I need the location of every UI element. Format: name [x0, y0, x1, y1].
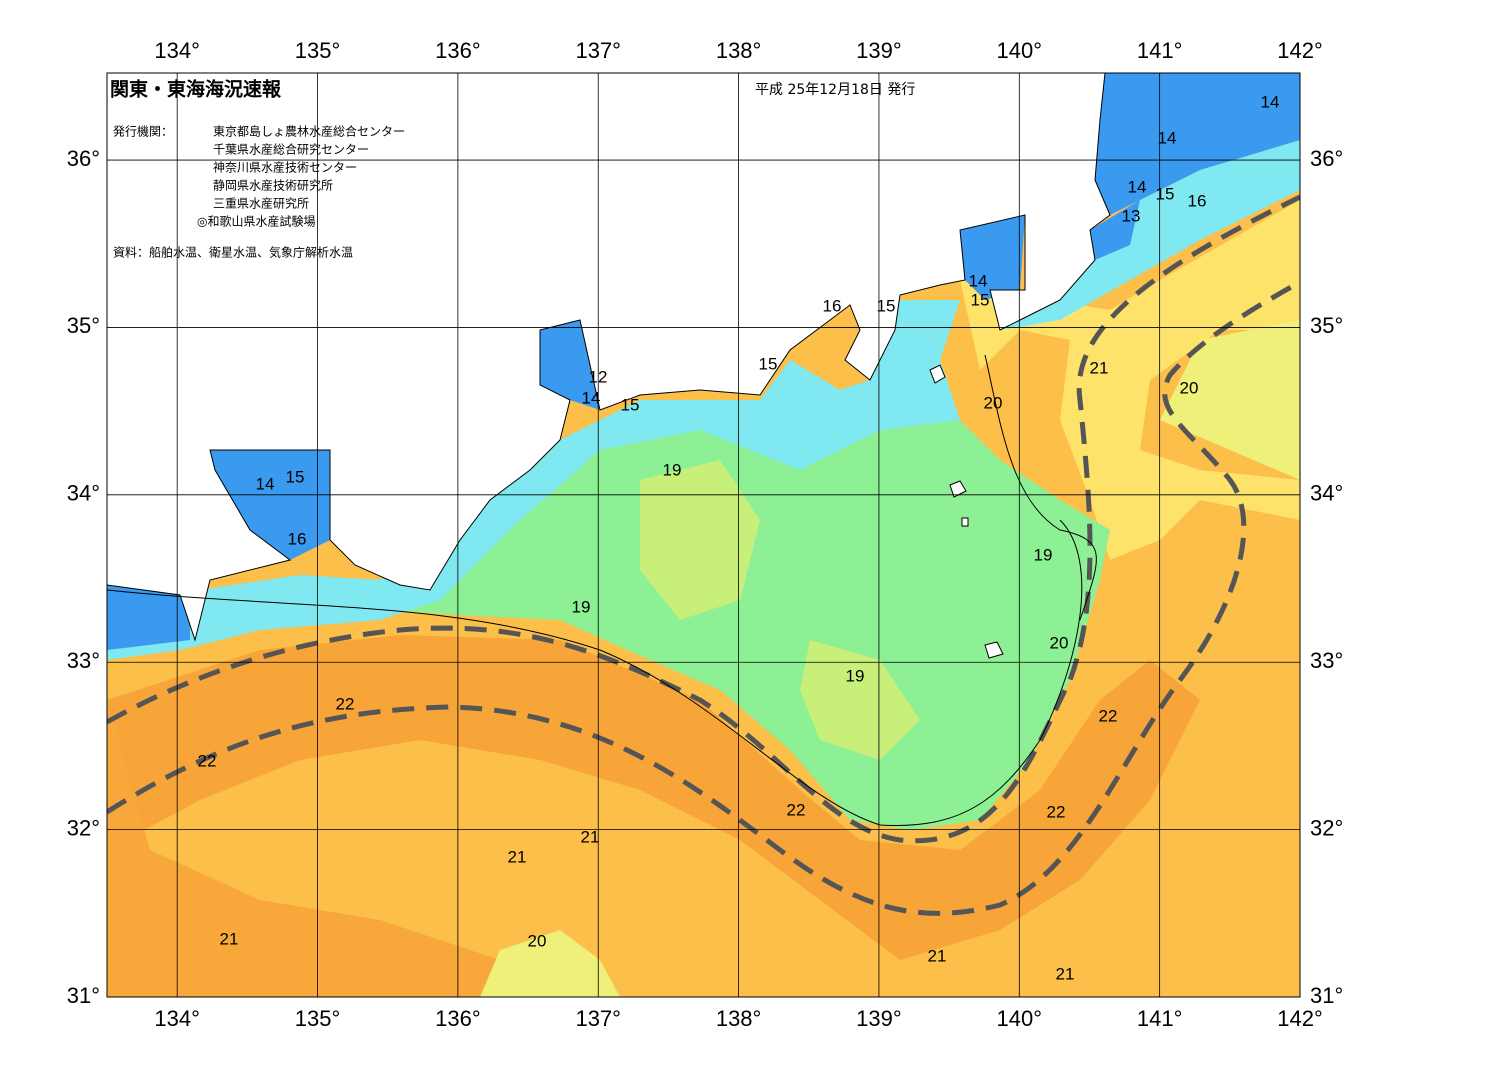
- contour-label: 20: [984, 393, 1003, 412]
- lon-label: 137°: [575, 1006, 621, 1031]
- map-area: [107, 73, 1300, 997]
- lon-label: 136°: [435, 1006, 481, 1031]
- lon-label: 135°: [295, 38, 341, 63]
- contour-label: 21: [220, 929, 239, 948]
- current-path: [107, 194, 1300, 916]
- lon-label: 142°: [1277, 1006, 1323, 1031]
- contour-label: 22: [1099, 706, 1118, 725]
- lat-label: 31°: [67, 983, 100, 1008]
- lon-label: 141°: [1137, 38, 1183, 63]
- contour-label: 20: [1180, 378, 1199, 397]
- island: [929, 364, 1004, 659]
- lon-label: 139°: [856, 38, 902, 63]
- issuer: ◎和歌山県水産試験場: [197, 214, 315, 229]
- issuer: 東京都島しょ農林水産総合センター: [213, 124, 405, 139]
- coastal-water: [107, 300, 960, 660]
- lon-label: 134°: [154, 38, 200, 63]
- kuroshio-outer: [107, 279, 1300, 916]
- contour-label: 12: [589, 367, 608, 386]
- contour-label: 15: [1156, 184, 1175, 203]
- contour-label: 21: [1090, 358, 1109, 377]
- contour-label: 15: [971, 290, 990, 309]
- lon-label: 139°: [856, 1006, 902, 1031]
- isotherm: [984, 354, 1097, 621]
- cool-patch: [1160, 320, 1300, 480]
- lon-label: 142°: [1277, 38, 1323, 63]
- contour-label: 14: [256, 474, 275, 493]
- lon-label: 136°: [435, 38, 481, 63]
- contour-label: 20: [1050, 633, 1069, 652]
- contour-label: 22: [787, 800, 806, 819]
- issue-date: 平成 25年12月18日 発行: [755, 82, 915, 98]
- contour-label: 15: [286, 467, 305, 486]
- contour-label: 13: [1122, 206, 1141, 225]
- contour-label: 19: [846, 666, 865, 685]
- title: 関東・東海海況速報: [110, 78, 282, 101]
- isotherm: [107, 519, 1083, 827]
- contour-label: 16: [823, 296, 842, 315]
- lon-label: 140°: [997, 38, 1043, 63]
- warm-core: [107, 635, 1200, 960]
- land: [107, 73, 1111, 642]
- lon-label: 138°: [716, 38, 762, 63]
- contour-label: 16: [288, 529, 307, 548]
- lat-label: 32°: [67, 815, 100, 840]
- contour-label: 15: [621, 395, 640, 414]
- lon-label: 140°: [997, 1006, 1043, 1031]
- contour-label: 22: [198, 751, 217, 770]
- lat-label: 34°: [1310, 481, 1343, 506]
- lat-label: 31°: [1310, 983, 1343, 1008]
- lat-label: 33°: [67, 648, 100, 673]
- lon-label: 137°: [575, 38, 621, 63]
- lat-label: 35°: [1310, 313, 1343, 338]
- cool-patch: [640, 460, 920, 760]
- cold-coastal-water: [1090, 73, 1300, 260]
- issuer: 三重県水産研究所: [213, 196, 309, 211]
- contour-label: 14: [1261, 92, 1280, 111]
- contour-label: 15: [759, 354, 778, 373]
- lon-label: 138°: [716, 1006, 762, 1031]
- lon-label: 134°: [154, 1006, 200, 1031]
- isotherms: [107, 354, 1097, 827]
- contour-label: 21: [928, 946, 947, 965]
- moderate-water: [960, 200, 1300, 560]
- issuer-list: 東京都島しょ農林水産総合センター千葉県水産総合研究センター神奈川県水産技術センタ…: [197, 124, 405, 229]
- source: 資料：船舶水温、衛星水温、気象庁解析水温: [113, 245, 353, 260]
- lon-label: 141°: [1137, 1006, 1183, 1031]
- contour-label: 14: [582, 388, 601, 407]
- issuer: 千葉県水産総合研究センター: [213, 142, 369, 157]
- contour-label: 14: [969, 271, 988, 290]
- issuer-label: 発行機関：: [113, 124, 173, 139]
- contour-label: 19: [572, 597, 591, 616]
- kuroshio-inner: [107, 194, 1300, 844]
- contour-label: 21: [581, 827, 600, 846]
- issuer: 神奈川県水産技術センター: [213, 160, 357, 175]
- map-frame: [106, 72, 1301, 998]
- lat-label: 34°: [67, 481, 100, 506]
- contour-label: 20: [528, 931, 547, 950]
- contour-label: 22: [1047, 802, 1066, 821]
- lat-label: 36°: [1310, 146, 1343, 171]
- contour-label: 15: [877, 296, 896, 315]
- contour-label: 19: [663, 460, 682, 479]
- lon-label: 135°: [295, 1006, 341, 1031]
- contour-label: 22: [336, 694, 355, 713]
- contour-label: 21: [1056, 964, 1075, 983]
- issuer: 静岡県水産技術研究所: [213, 178, 333, 193]
- lat-label: 35°: [67, 313, 100, 338]
- contour-label: 21: [508, 847, 527, 866]
- lat-label: 32°: [1310, 815, 1343, 840]
- cool-patch: [480, 930, 620, 997]
- contour-label: 14: [1158, 128, 1177, 147]
- contour-label: 16: [1188, 191, 1207, 210]
- warm-core: [107, 700, 560, 997]
- contour-label: 19: [1034, 545, 1053, 564]
- lat-label: 36°: [67, 146, 100, 171]
- lat-label: 33°: [1310, 648, 1343, 673]
- contour-label: 14: [1128, 177, 1147, 196]
